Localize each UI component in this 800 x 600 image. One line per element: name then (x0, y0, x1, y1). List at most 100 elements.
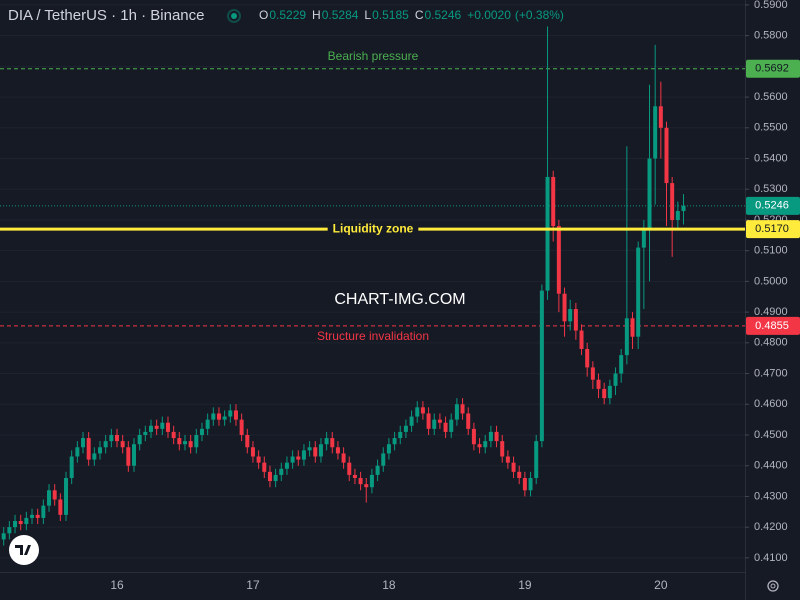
price-axis: 0.4100 0.4200 0.4300 0.4400 0.4500 0.4600 0.47… (745, 0, 800, 564)
candle-body (636, 247, 641, 337)
candle-body (398, 431, 403, 439)
logo-circle (9, 535, 39, 565)
candle-body (585, 348, 590, 368)
candle-body (330, 438, 335, 448)
candle-body (562, 293, 567, 322)
settings-gear[interactable] (767, 580, 779, 592)
x-tick-label: 19 (518, 578, 532, 592)
price-badge-label: 0.4855 (755, 320, 789, 332)
candle-body (545, 176, 550, 291)
candle-body (386, 444, 391, 454)
y-tick-label: 0.4200 (754, 521, 788, 533)
y-tick-label: 0.5000 (754, 275, 788, 287)
price-badge (746, 59, 800, 78)
y-tick-label: 0.4800 (754, 337, 788, 349)
candle-body (568, 309, 573, 322)
candle-body (13, 521, 18, 528)
watermark: CHART-IMG.COM (334, 291, 465, 308)
candle-body (403, 425, 408, 432)
y-tick-label: 0.4100 (754, 552, 788, 564)
legend-change-percent: (+0.38%) (515, 8, 564, 22)
candle-body (1, 533, 6, 540)
candle-body (41, 505, 46, 518)
level-lines (0, 68, 745, 327)
candle-body (35, 514, 40, 518)
level-label: Liquidity zone (333, 221, 414, 235)
legend-change: +0.0020 (467, 8, 511, 22)
price-badge-label: 0.5692 (755, 63, 789, 75)
candle-body (177, 438, 182, 445)
candle-body (199, 428, 204, 435)
candle-body (137, 434, 142, 445)
x-tick-label: 17 (246, 578, 260, 592)
candle-body (284, 462, 289, 469)
candle-body (165, 422, 170, 432)
level-label: Structure invalidation (317, 329, 429, 343)
candle-body (245, 434, 250, 448)
y-tick-label: 0.5800 (754, 30, 788, 42)
candle-body (109, 434, 114, 442)
level-label: Bearish pressure (328, 49, 419, 63)
legend-letter: C (415, 8, 424, 22)
grid (0, 4, 745, 559)
candle-body (517, 471, 522, 478)
candle-body (613, 373, 618, 386)
candle-body (131, 444, 136, 466)
candle-body (415, 407, 420, 417)
candle-body (528, 477, 533, 491)
candle-body (239, 419, 244, 435)
candle-body (471, 428, 476, 445)
y-tick-label: 0.4400 (754, 460, 788, 472)
candle-body (432, 419, 437, 429)
candle-body (494, 431, 499, 442)
candle-body (120, 441, 125, 448)
candle-body (607, 385, 612, 399)
candle-body (670, 183, 675, 220)
candle-body (675, 211, 680, 220)
candle-body (641, 229, 646, 248)
candle-body (318, 444, 323, 457)
candle-body (290, 456, 295, 463)
y-tick-label: 0.4600 (754, 398, 788, 410)
candle-body (505, 456, 510, 463)
candle-body (216, 413, 221, 420)
candle-body (182, 441, 187, 445)
candle-body (262, 462, 267, 472)
candle-body (358, 477, 363, 485)
legend-value: 0.5284 (322, 8, 359, 22)
legend-value: 0.5246 (424, 8, 461, 22)
candle-body (64, 477, 69, 515)
x-tick-label: 20 (654, 578, 668, 592)
candle-body (205, 419, 210, 429)
candle-body (296, 456, 301, 460)
price-badge (746, 220, 800, 239)
settings-gear-hub[interactable] (770, 583, 776, 589)
candle-body (24, 517, 29, 525)
candle-body (222, 416, 227, 420)
candle-body (47, 490, 52, 506)
legend-letter: H (312, 8, 321, 22)
last-price-badge (746, 196, 800, 215)
time-axis: 16 17 18 19 20 (110, 578, 668, 592)
candle-body (98, 447, 103, 454)
candle-body (579, 330, 584, 349)
candle-body (681, 205, 686, 212)
settings-icon[interactable] (767, 580, 779, 592)
candle-body (103, 441, 108, 448)
candle-body (313, 447, 318, 457)
candle-body (454, 404, 459, 420)
candle-body (335, 447, 340, 454)
y-tick-label: 0.5500 (754, 122, 788, 134)
candle-body (466, 413, 471, 429)
overlays: Bearish pressure Liquidity zone Structure … (0, 49, 745, 343)
candle-body (301, 450, 306, 460)
candle-body (115, 434, 119, 442)
chart-title: DIA / TetherUS · 1h · Binance (8, 7, 205, 24)
candle-body (69, 456, 74, 478)
candle-body (624, 318, 629, 356)
candle-body (364, 484, 369, 488)
y-tick-label: 0.5300 (754, 183, 788, 195)
candle-body (211, 413, 216, 420)
